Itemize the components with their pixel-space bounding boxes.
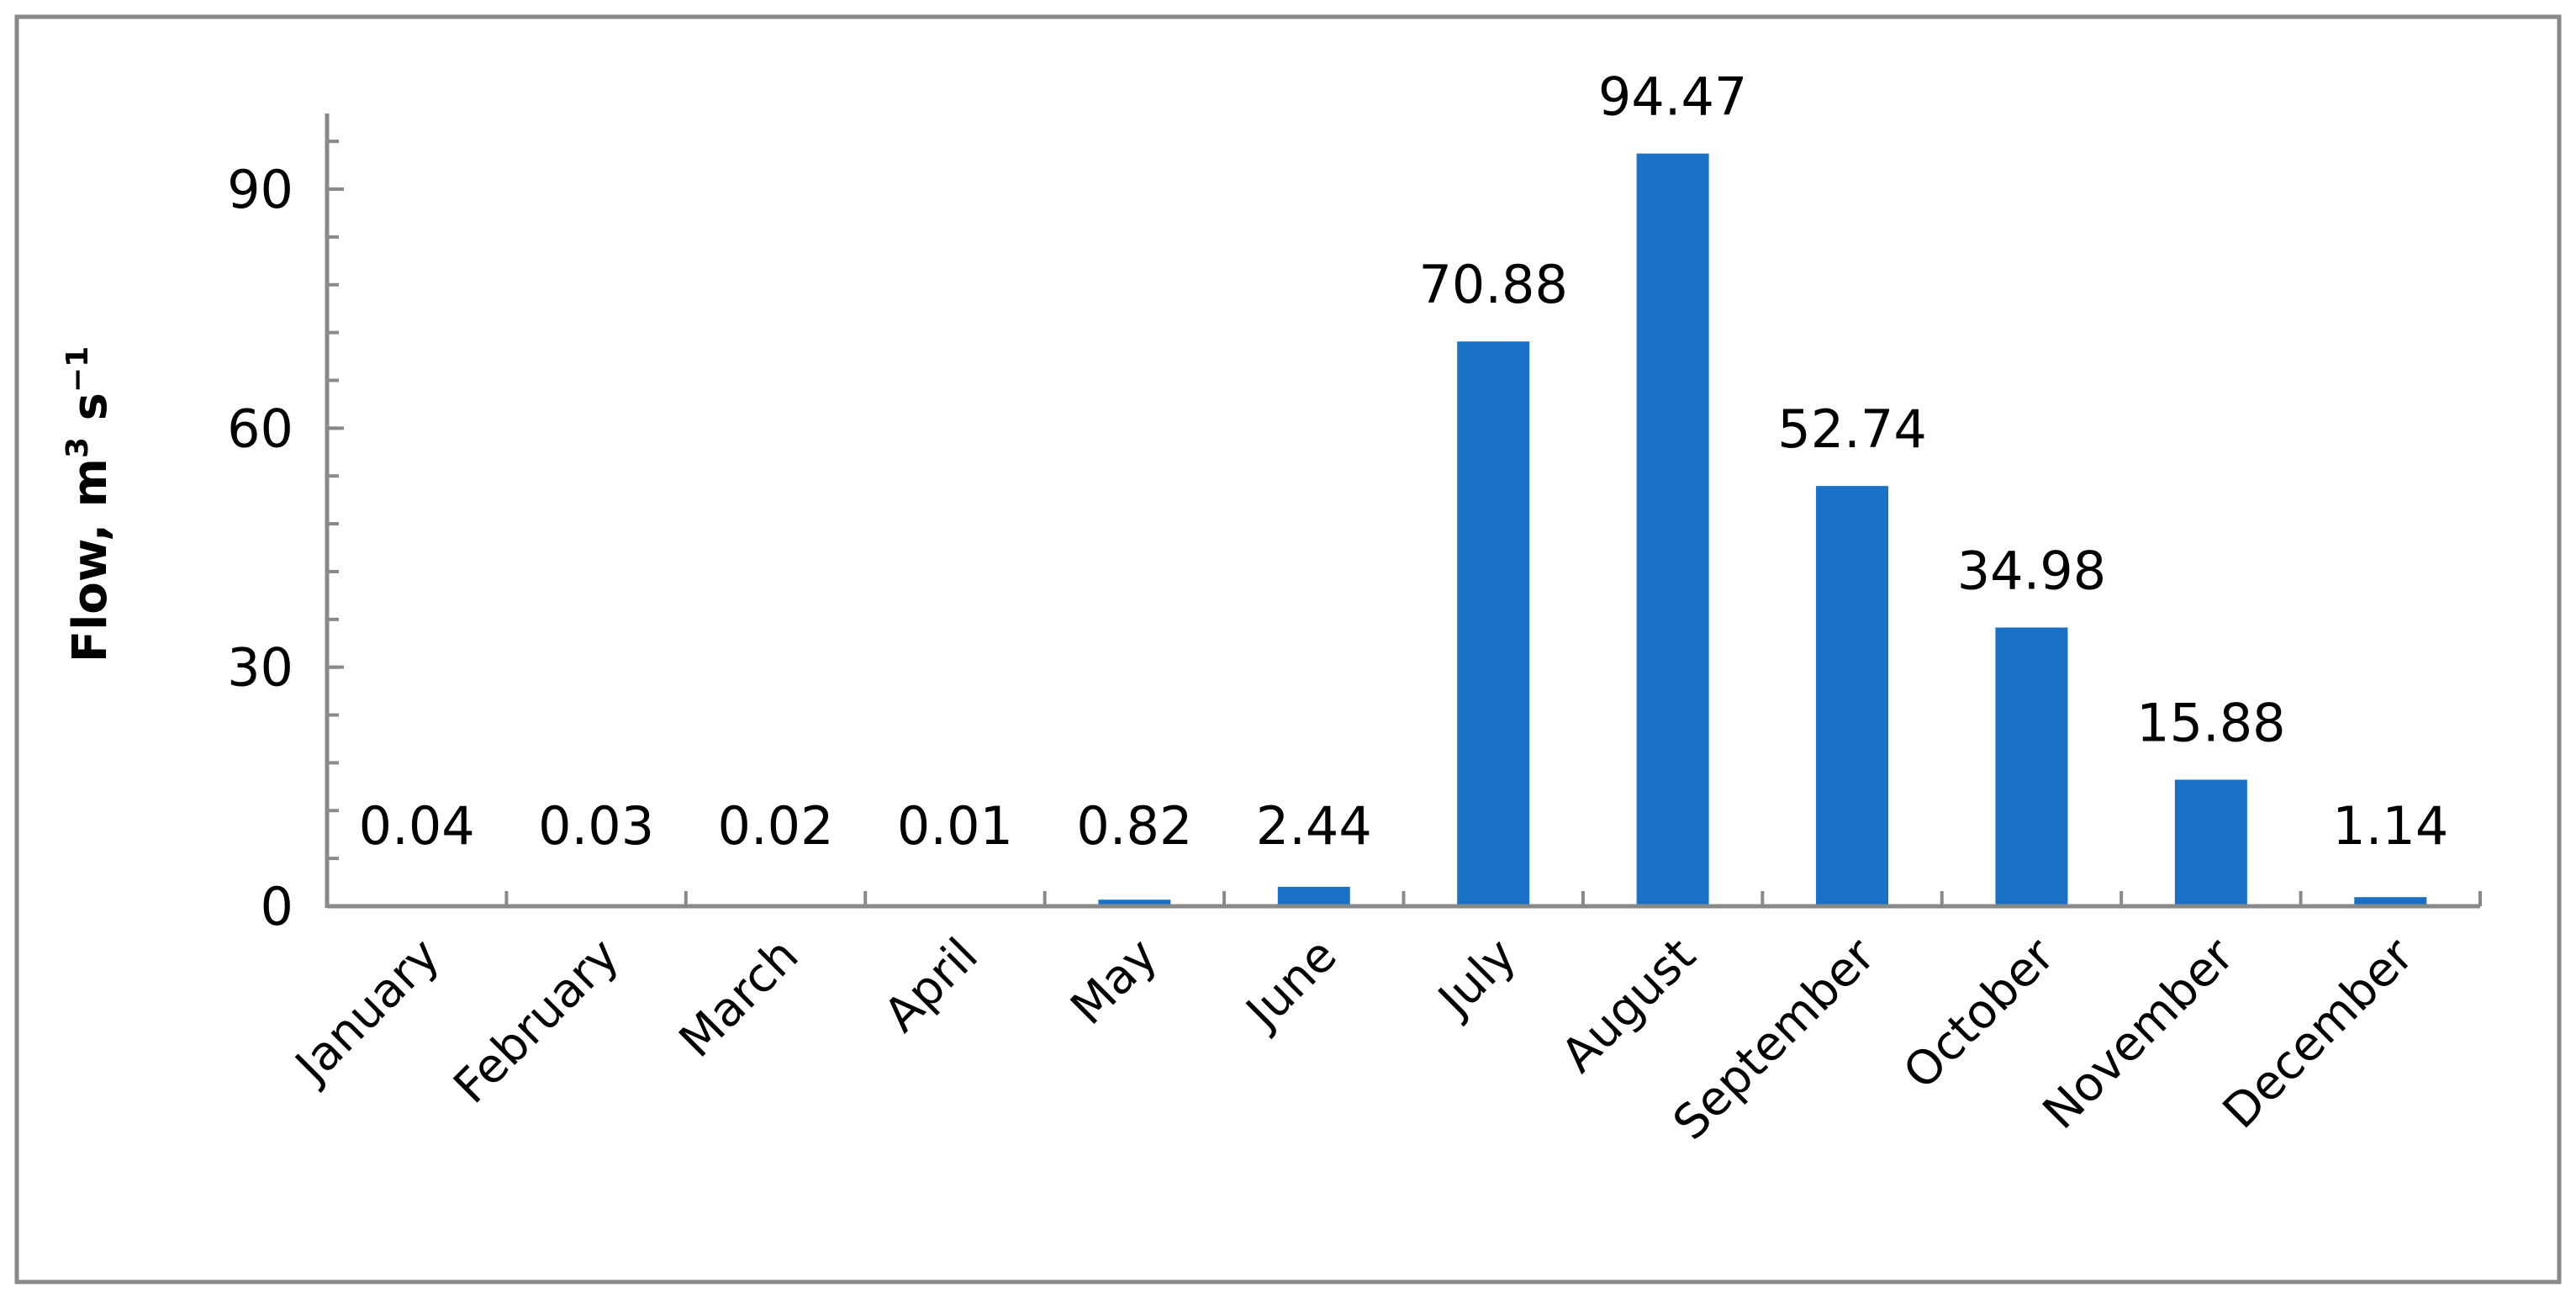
data-label: 0.03 [538,795,654,857]
data-label: 34.98 [1957,540,2107,601]
y-axis-label: Flow, m3 s−1 [61,346,118,662]
bar-june [1277,886,1350,906]
data-label: 15.88 [2136,692,2286,753]
data-label: 52.74 [1777,398,1927,460]
bar-may [1098,899,1171,906]
bar-september [1816,486,1889,906]
y-tick-label: 30 [227,637,293,699]
data-label: 0.82 [1076,795,1192,857]
data-label: 1.14 [2332,795,2448,857]
y-tick-label: 0 [261,876,293,937]
bar-december [2354,897,2427,906]
bar-august [1636,153,1709,906]
bar-november [2174,779,2247,906]
bar-october [1995,627,2068,906]
data-label: 0.02 [718,795,834,857]
data-label: 0.01 [897,795,1013,857]
data-label: 0.04 [359,795,475,857]
y-tick-label: 60 [227,398,293,459]
data-label: 94.47 [1598,66,1748,128]
y-tick-label: 90 [227,159,293,220]
data-label: 70.88 [1418,254,1568,315]
bar-july [1457,341,1530,907]
data-label: 2.44 [1256,795,1372,857]
chart-frame [14,14,2562,1285]
